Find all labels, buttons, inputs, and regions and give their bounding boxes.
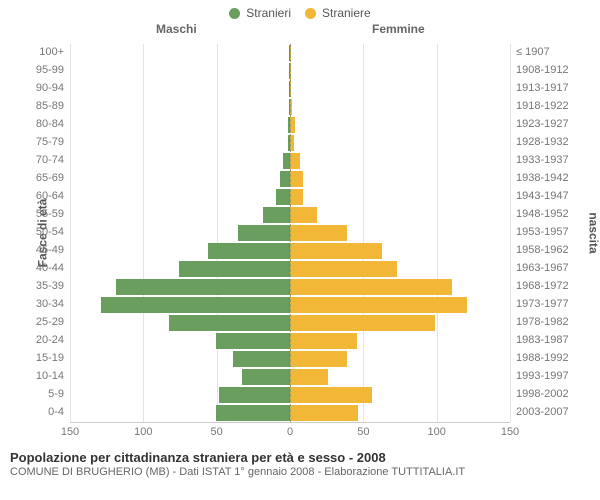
bar-male: [101, 297, 290, 313]
legend-label-male: Stranieri: [246, 6, 291, 20]
bar-female: [290, 243, 382, 259]
y-left-label: 40-44: [14, 262, 64, 274]
y-left-label: 75-79: [14, 136, 64, 148]
bar-female: [290, 225, 347, 241]
legend-swatch-female: [305, 8, 316, 19]
y-left-label: 0-4: [14, 406, 64, 418]
bar-male: [208, 243, 290, 259]
bar-male: [219, 387, 290, 403]
bar-female: [290, 405, 358, 421]
bar-male: [179, 261, 290, 277]
legend-item-female: Straniere: [305, 6, 371, 20]
center-line: [290, 44, 291, 422]
bar-female: [290, 261, 397, 277]
y-axis-title-right: Anni di nascita: [587, 212, 600, 253]
y-right-label: 1968-1972: [516, 280, 569, 292]
legend-label-female: Straniere: [322, 6, 371, 20]
y-left-label: 35-39: [14, 280, 64, 292]
legend-item-male: Stranieri: [229, 6, 291, 20]
y-left-label: 10-14: [14, 370, 64, 382]
chart-footer: Popolazione per cittadinanza straniera p…: [10, 450, 590, 478]
top-label-female: Femmine: [372, 22, 425, 36]
bar-male: [283, 153, 290, 169]
bar-female: [290, 207, 317, 223]
x-tick-label: 150: [61, 426, 79, 438]
bar-female: [290, 387, 372, 403]
y-right-label: 1973-1977: [516, 298, 569, 310]
bar-male: [233, 351, 290, 367]
bar-male: [216, 333, 290, 349]
top-label-male: Maschi: [156, 22, 197, 36]
x-tick-label: 0: [287, 426, 293, 438]
plot-area: 50501001001501500100+≤ 190795-991908-191…: [70, 44, 510, 422]
y-right-label: 1978-1982: [516, 316, 569, 328]
bar-male: [276, 189, 290, 205]
legend-swatch-male: [229, 8, 240, 19]
bar-female: [290, 297, 467, 313]
population-pyramid-chart: Stranieri Straniere Maschi Femmine Fasce…: [0, 0, 600, 500]
chart-subtitle: COMUNE DI BRUGHERIO (MB) - Dati ISTAT 1°…: [10, 466, 590, 478]
y-right-label: 1913-1917: [516, 82, 569, 94]
bar-male: [280, 171, 290, 187]
x-tick-label: 50: [357, 426, 369, 438]
x-tick-label: 150: [501, 426, 519, 438]
bar-female: [290, 369, 328, 385]
bar-female: [290, 315, 435, 331]
y-right-label: ≤ 1907: [516, 46, 550, 58]
top-labels: Maschi Femmine: [0, 20, 600, 38]
bar-male: [238, 225, 290, 241]
y-right-label: 1998-2002: [516, 388, 569, 400]
y-right-label: 1943-1947: [516, 190, 569, 202]
y-right-label: 1948-1952: [516, 208, 569, 220]
x-tick-label: 100: [427, 426, 445, 438]
y-left-label: 55-59: [14, 208, 64, 220]
x-tick-label: 50: [211, 426, 223, 438]
y-left-label: 65-69: [14, 172, 64, 184]
legend: Stranieri Straniere: [0, 0, 600, 20]
y-left-label: 50-54: [14, 226, 64, 238]
bar-female: [290, 171, 303, 187]
y-right-label: 1963-1967: [516, 262, 569, 274]
y-left-label: 85-89: [14, 100, 64, 112]
y-left-label: 25-29: [14, 316, 64, 328]
bar-female: [290, 279, 452, 295]
y-right-label: 1938-1942: [516, 172, 569, 184]
y-left-label: 95-99: [14, 64, 64, 76]
y-right-label: 1928-1932: [516, 136, 569, 148]
y-right-label: 1908-1912: [516, 64, 569, 76]
bar-female: [290, 189, 303, 205]
x-tick-label: 100: [134, 426, 152, 438]
y-left-label: 90-94: [14, 82, 64, 94]
bar-male: [169, 315, 290, 331]
y-right-label: 2003-2007: [516, 406, 569, 418]
bar-female: [290, 351, 347, 367]
y-left-label: 70-74: [14, 154, 64, 166]
grid-line: [510, 44, 511, 422]
bar-male: [216, 405, 290, 421]
y-left-label: 30-34: [14, 298, 64, 310]
y-right-label: 1988-1992: [516, 352, 569, 364]
chart-title: Popolazione per cittadinanza straniera p…: [10, 450, 590, 465]
y-right-label: 1958-1962: [516, 244, 569, 256]
bar-male: [116, 279, 290, 295]
bar-male: [263, 207, 290, 223]
bar-female: [290, 153, 300, 169]
x-axis-line: [70, 422, 510, 423]
y-left-label: 60-64: [14, 190, 64, 202]
y-right-label: 1918-1922: [516, 100, 569, 112]
y-left-label: 5-9: [14, 388, 64, 400]
y-right-label: 1983-1987: [516, 334, 569, 346]
y-left-label: 100+: [14, 46, 64, 58]
y-left-label: 15-19: [14, 352, 64, 364]
y-left-label: 45-49: [14, 244, 64, 256]
y-left-label: 20-24: [14, 334, 64, 346]
y-right-label: 1933-1937: [516, 154, 569, 166]
y-right-label: 1993-1997: [516, 370, 569, 382]
bar-female: [290, 333, 357, 349]
bar-male: [242, 369, 290, 385]
y-right-label: 1923-1927: [516, 118, 569, 130]
y-right-label: 1953-1957: [516, 226, 569, 238]
y-left-label: 80-84: [14, 118, 64, 130]
